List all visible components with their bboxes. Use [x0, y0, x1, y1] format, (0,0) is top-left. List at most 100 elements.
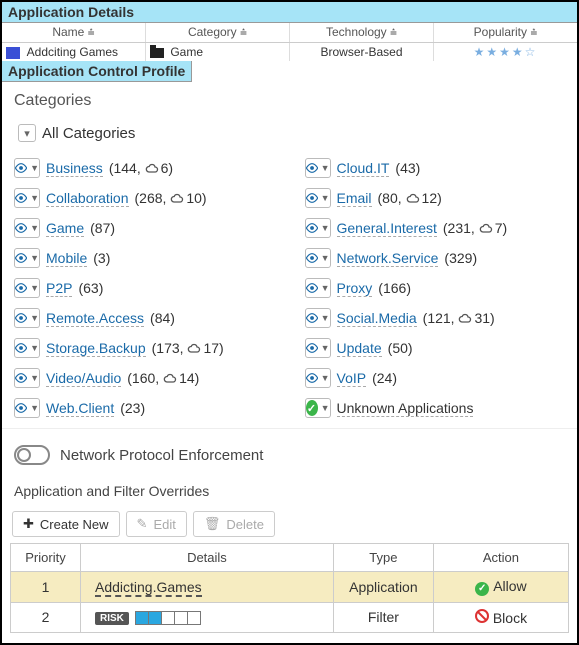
- category-name[interactable]: Mobile: [46, 250, 87, 267]
- monitor-eye-dropdown[interactable]: ▼: [14, 278, 40, 298]
- monitor-eye-dropdown[interactable]: ▼: [14, 308, 40, 328]
- category-count: (80, 12): [378, 190, 442, 206]
- category-name[interactable]: Remote.Access: [46, 310, 144, 327]
- category-item-right-0: ▼Cloud.IT (43): [305, 158, 566, 178]
- category-count: (166): [378, 280, 411, 296]
- value-category: Game: [146, 43, 290, 61]
- category-item-right-6: ▼Update (50): [305, 338, 566, 358]
- category-item-left-8: ▼ Web.Client (23): [14, 398, 275, 418]
- overrides-header-row: Priority Details Type Action: [11, 544, 569, 572]
- col-name[interactable]: Name ⩮: [2, 23, 146, 42]
- category-name[interactable]: General.Interest: [337, 220, 437, 237]
- col-details[interactable]: Details: [81, 544, 334, 572]
- category-name[interactable]: Email: [337, 190, 372, 207]
- category-grid: ▼Business (144, 6)▼Cloud.IT (43)▼Collabo…: [14, 158, 565, 418]
- monitor-eye-dropdown[interactable]: ▼: [305, 278, 331, 298]
- category-item-left-3: ▼ Mobile (3): [14, 248, 275, 268]
- category-name[interactable]: Update: [337, 340, 382, 357]
- risk-meter: [135, 611, 200, 625]
- col-priority[interactable]: Priority: [11, 544, 81, 572]
- category-name[interactable]: Video/Audio: [46, 370, 121, 387]
- category-name[interactable]: Collaboration: [46, 190, 129, 207]
- chevron-down-icon: ▼: [321, 403, 330, 413]
- chevron-down-icon: ▼: [30, 343, 39, 353]
- monitor-eye-dropdown[interactable]: ▼: [14, 368, 40, 388]
- category-name[interactable]: Cloud.IT: [337, 160, 390, 177]
- chevron-down-icon: ▼: [321, 313, 330, 323]
- cloud-icon: 17: [187, 340, 219, 356]
- monitor-eye-dropdown[interactable]: ▼: [14, 188, 40, 208]
- category-name[interactable]: Web.Client: [46, 400, 114, 417]
- edit-button[interactable]: ✎ Edit: [126, 511, 187, 537]
- category-name[interactable]: Business: [46, 160, 103, 177]
- value-name-text: Addciting Games: [27, 45, 118, 59]
- category-count: (87): [90, 220, 115, 236]
- chevron-down-icon: ▼: [30, 283, 39, 293]
- monitor-eye-dropdown[interactable]: ▼: [305, 248, 331, 268]
- monitor-eye-dropdown[interactable]: ▼: [14, 158, 40, 178]
- monitor-eye-dropdown[interactable]: ▼: [14, 398, 40, 418]
- col-action[interactable]: Action: [433, 544, 568, 572]
- category-name[interactable]: Social.Media: [337, 310, 417, 327]
- category-count: (3): [93, 250, 110, 266]
- monitor-eye-dropdown[interactable]: ▼: [305, 338, 331, 358]
- monitor-eye-dropdown[interactable]: ▼: [14, 218, 40, 238]
- category-name[interactable]: P2P: [46, 280, 72, 297]
- category-name[interactable]: Unknown Applications: [337, 400, 474, 417]
- chevron-down-icon: ▼: [30, 403, 39, 413]
- cell-action: ✓Allow: [433, 572, 568, 603]
- chevron-down-icon: ▼: [30, 193, 39, 203]
- override-row[interactable]: 1Addicting.GamesApplication✓Allow: [11, 572, 569, 603]
- cell-details: RISK: [81, 602, 334, 632]
- npe-toggle[interactable]: [14, 445, 50, 465]
- collapse-caret-button[interactable]: ▾: [18, 124, 36, 142]
- cloud-icon: 10: [170, 190, 202, 206]
- category-item-left-1: ▼Collaboration (268, 10): [14, 188, 275, 208]
- col-type[interactable]: Type: [333, 544, 433, 572]
- override-detail-link[interactable]: Addicting.Games: [95, 579, 202, 597]
- col-technology[interactable]: Technology ⩮: [290, 23, 434, 42]
- cloud-icon: 14: [163, 370, 195, 386]
- chevron-down-icon: ▼: [321, 193, 330, 203]
- create-new-button[interactable]: ✚ Create New: [12, 511, 120, 537]
- category-item-left-0: ▼Business (144, 6): [14, 158, 275, 178]
- chevron-down-icon: ▼: [321, 373, 330, 383]
- category-count: (173, 17): [152, 340, 224, 356]
- category-count: (24): [372, 370, 397, 386]
- monitor-eye-dropdown[interactable]: ▼: [14, 248, 40, 268]
- overrides-table: Priority Details Type Action 1Addicting.…: [10, 543, 569, 633]
- category-count: (84): [150, 310, 175, 326]
- value-technology: Browser-Based: [290, 43, 434, 61]
- override-row[interactable]: 2RISKFilterBlock: [11, 602, 569, 632]
- monitor-eye-dropdown[interactable]: ▼: [305, 368, 331, 388]
- category-count: (160, 14): [127, 370, 199, 386]
- category-item-right-2: ▼General.Interest (231, 7): [305, 218, 566, 238]
- cell-details: Addicting.Games: [81, 572, 334, 603]
- app-details-title: Application Details: [2, 2, 577, 23]
- category-name[interactable]: Proxy: [337, 280, 373, 297]
- cloud-icon: 7: [479, 220, 503, 236]
- category-name[interactable]: Game: [46, 220, 84, 237]
- monitor-eye-dropdown[interactable]: ▼: [305, 218, 331, 238]
- edit-label: Edit: [153, 517, 175, 532]
- category-count: (121, 31): [423, 310, 495, 326]
- col-popularity[interactable]: Popularity ⩮: [434, 23, 577, 42]
- monitor-eye-dropdown[interactable]: ▼: [305, 188, 331, 208]
- monitor-eye-dropdown[interactable]: ▼: [305, 308, 331, 328]
- monitor-eye-dropdown[interactable]: ▼: [305, 158, 331, 178]
- delete-button[interactable]: 🗑 Delete: [193, 511, 275, 537]
- monitor-eye-dropdown[interactable]: ▼: [14, 338, 40, 358]
- col-category[interactable]: Category ⩮: [146, 23, 290, 42]
- category-item-right-3: ▼Network.Service (329): [305, 248, 566, 268]
- cell-action: Block: [433, 602, 568, 632]
- cloud-icon: 31: [458, 310, 490, 326]
- monitor-eye-dropdown[interactable]: ✓▼: [305, 398, 331, 418]
- pencil-icon: ✎: [137, 516, 148, 532]
- category-name[interactable]: Storage.Backup: [46, 340, 146, 357]
- category-item-right-4: ▼ Proxy (166): [305, 278, 566, 298]
- app-color-chip-icon: [6, 47, 20, 59]
- category-name[interactable]: VoIP: [337, 370, 367, 387]
- category-count: (23): [120, 400, 145, 416]
- app-details-header-row: Name ⩮ Category ⩮ Technology ⩮ Popularit…: [2, 23, 577, 43]
- category-name[interactable]: Network.Service: [337, 250, 439, 267]
